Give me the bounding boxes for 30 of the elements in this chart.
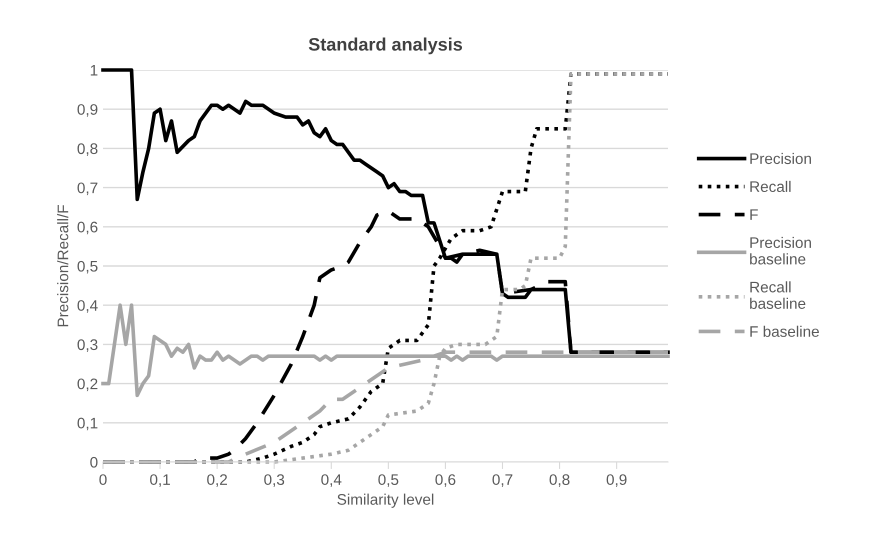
y-tick-label: 1 — [90, 65, 98, 76]
y-tick-label: 0,5 — [78, 260, 98, 274]
x-tick-label: 0,1 — [150, 474, 170, 487]
x-tick-label: 0,2 — [207, 474, 227, 487]
x-tick-label: 0 — [99, 474, 107, 486]
y-tick-label: 0,3 — [78, 339, 98, 352]
y-tick-label: 0,8 — [78, 143, 98, 156]
y-tick-label: 0,9 — [78, 104, 98, 117]
x-tick-label: 0,6 — [435, 474, 456, 487]
x-tick-label: 0,5 — [378, 474, 398, 487]
x-tick-label: 0,4 — [321, 474, 342, 487]
y-tick-label: 0,6 — [78, 222, 98, 234]
x-axis-title: Similarity level — [337, 494, 434, 508]
y-axis-title: Precision/Recall/F — [57, 205, 68, 326]
y-tick-label: 0,4 — [78, 300, 98, 313]
legend-label: Precision — [750, 152, 811, 164]
y-tick-label: 0,1 — [78, 418, 98, 430]
legend-label: Recall — [750, 180, 791, 192]
x-tick-label: 0,7 — [492, 474, 512, 487]
x-tick-label: 0,3 — [264, 474, 284, 487]
legend-label: F — [750, 209, 758, 220]
x-tick-label: 0,8 — [550, 474, 570, 487]
legend-label: Precision baseline — [750, 236, 811, 264]
y-tick-label: 0,7 — [78, 182, 98, 196]
chart-title: Standard analysis — [308, 37, 462, 54]
legend-label: F baseline — [750, 326, 819, 337]
y-tick-label: 0 — [90, 456, 98, 468]
legend-label: Recall baseline — [750, 281, 806, 309]
x-tick-label: 0,9 — [606, 474, 627, 487]
y-tick-label: 0,2 — [78, 378, 98, 392]
